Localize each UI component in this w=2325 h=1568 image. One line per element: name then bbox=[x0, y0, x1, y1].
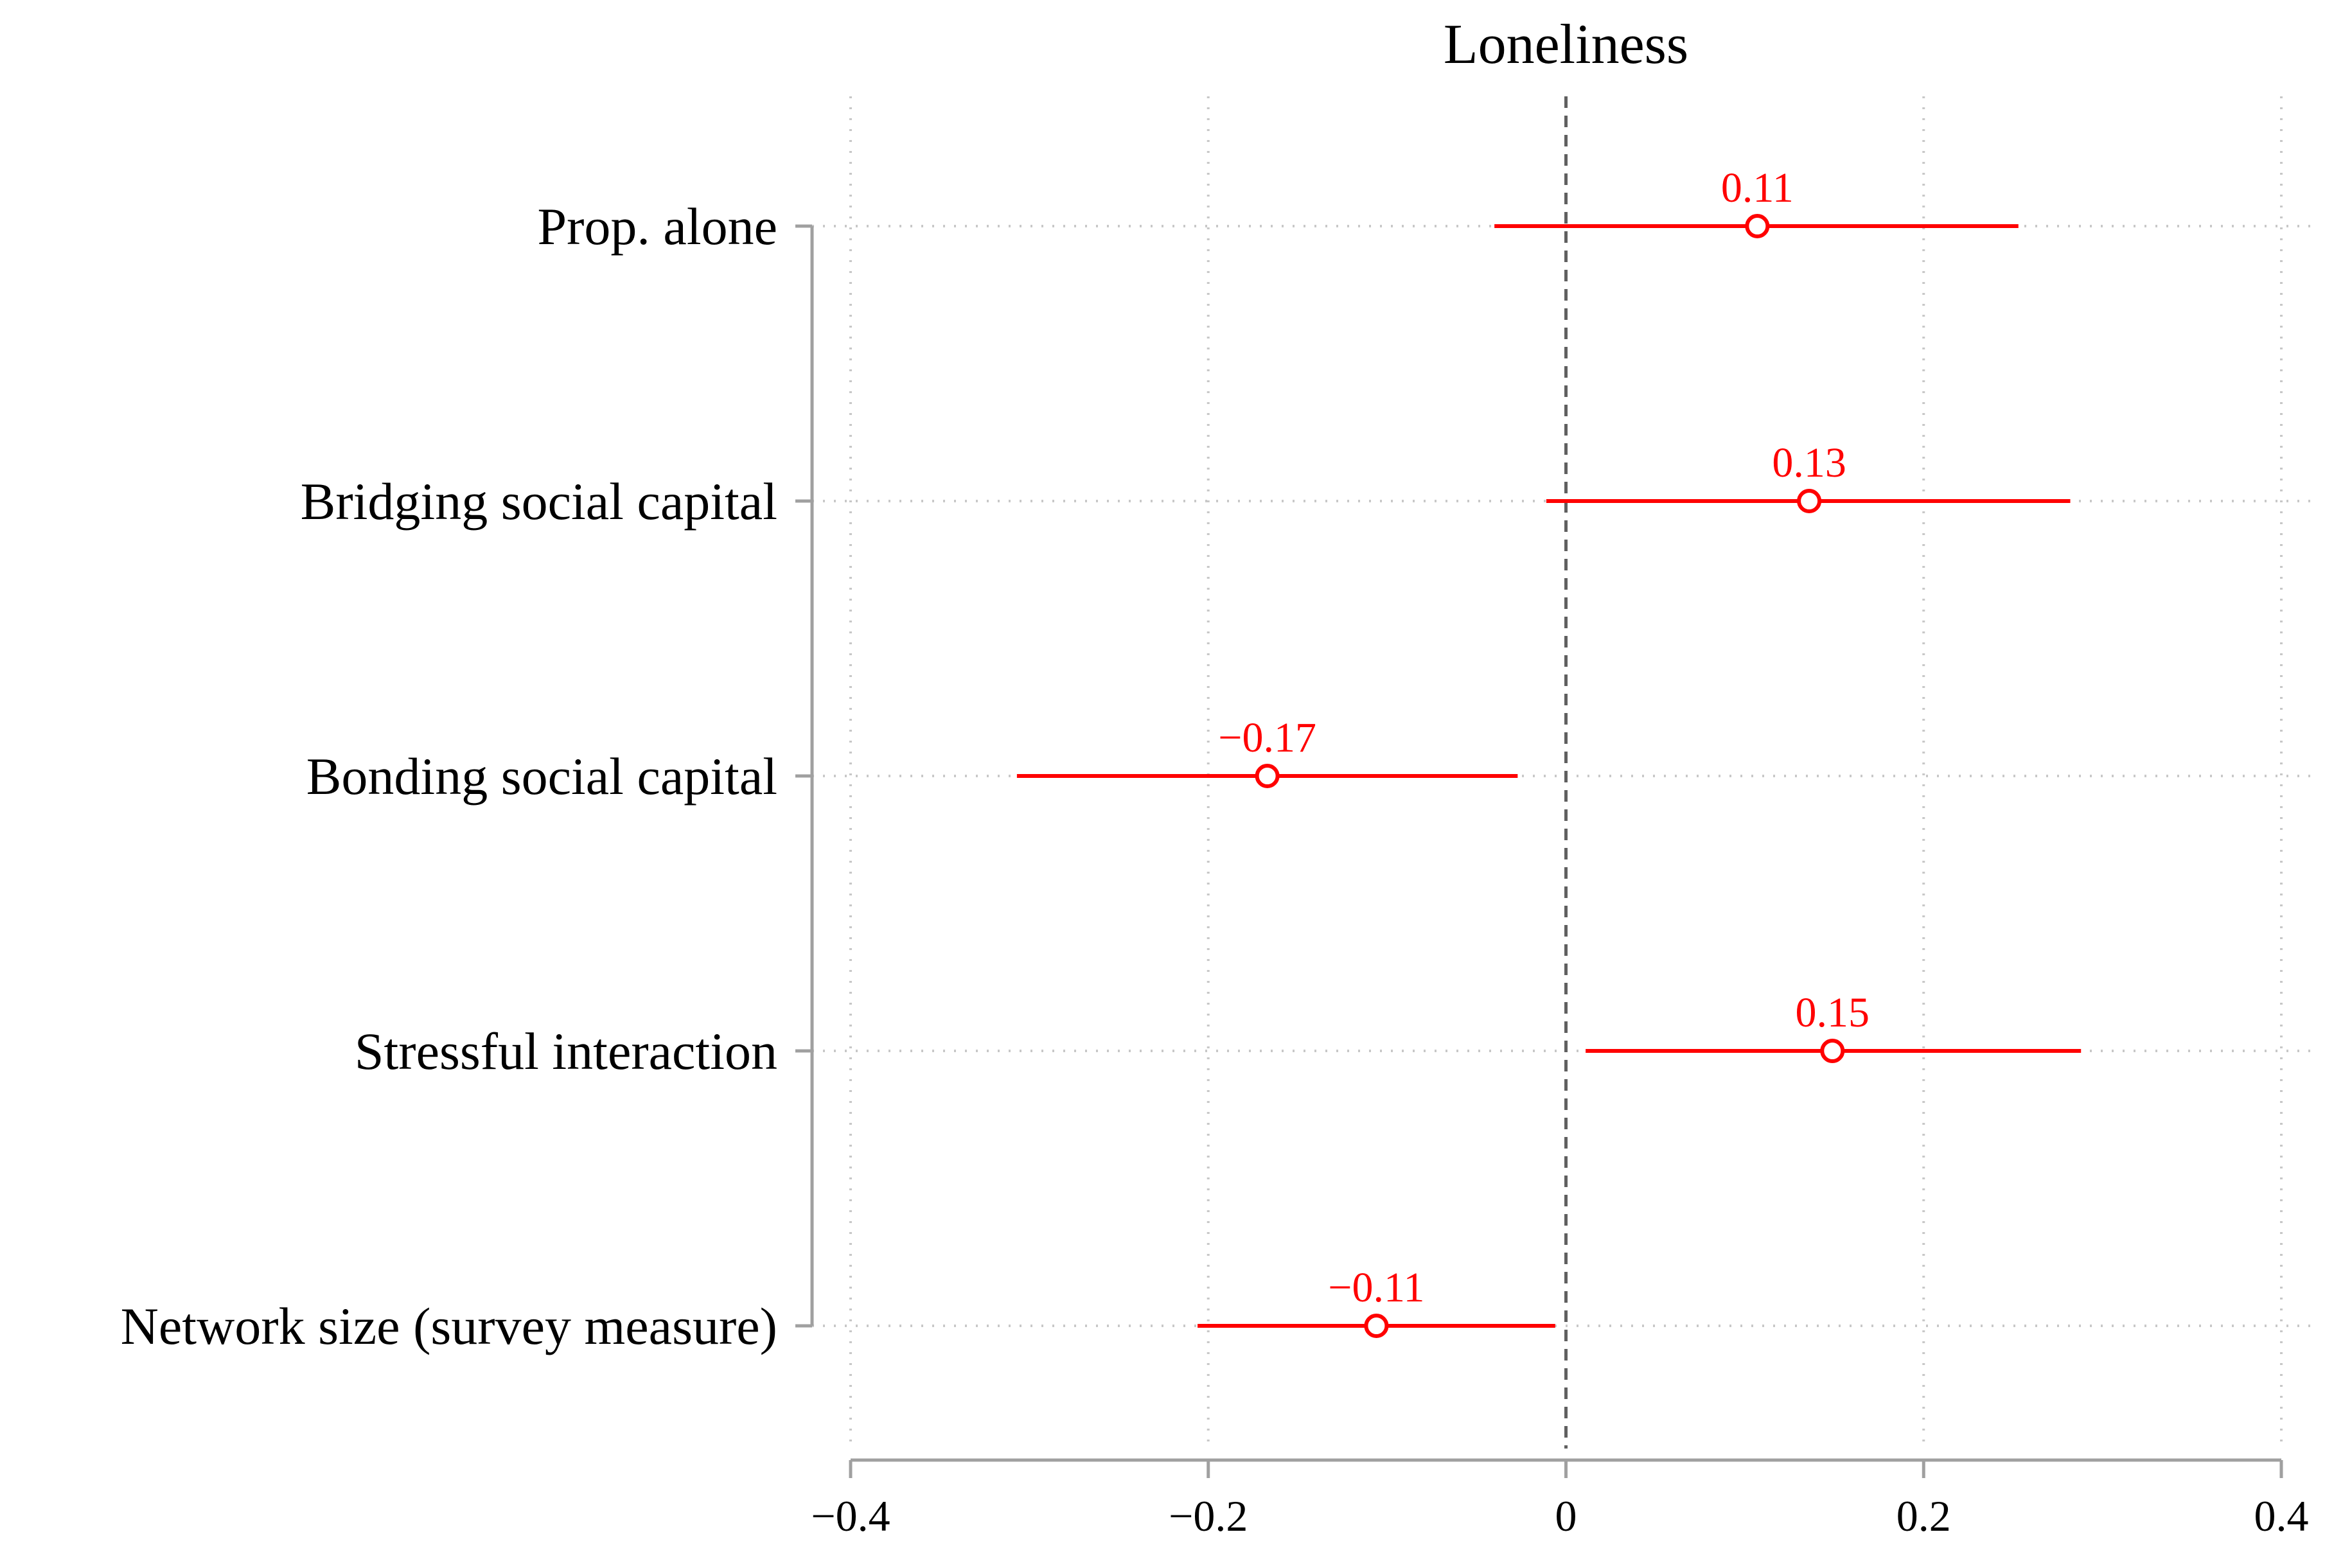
data-label: 0.13 bbox=[1772, 439, 1846, 486]
x-tick-label: −0.4 bbox=[811, 1492, 890, 1540]
point-estimate bbox=[1255, 764, 1280, 788]
point-estimate bbox=[1364, 1314, 1389, 1338]
gridlines bbox=[812, 96, 2313, 1449]
x-tick-label: 0 bbox=[1555, 1492, 1577, 1540]
axes: Prop. alone Bridging social capital Bondin… bbox=[121, 197, 2309, 1540]
x-tick-label: −0.2 bbox=[1169, 1492, 1248, 1540]
data-label: 0.15 bbox=[1796, 989, 1870, 1036]
point-estimate bbox=[1745, 214, 1770, 238]
data-label: −0.17 bbox=[1218, 714, 1316, 761]
category-label: Network size (survey measure) bbox=[121, 1297, 777, 1355]
category-label: Bridging social capital bbox=[301, 472, 777, 531]
data-marks: 0.11 0.13 −0.17 0.15 −0.11 bbox=[1016, 164, 2082, 1338]
point-estimate bbox=[1797, 489, 1822, 513]
point-estimate bbox=[1820, 1039, 1845, 1063]
category-label: Prop. alone bbox=[538, 197, 777, 256]
x-tick-label: 0.4 bbox=[2254, 1492, 2309, 1540]
category-label: Bonding social capital bbox=[306, 747, 777, 806]
category-label: Stressful interaction bbox=[355, 1022, 777, 1080]
data-label: −0.11 bbox=[1328, 1264, 1424, 1311]
chart-title: Loneliness bbox=[1444, 13, 1688, 76]
data-label: 0.11 bbox=[1721, 164, 1794, 211]
x-tick-label: 0.2 bbox=[1896, 1492, 1951, 1540]
